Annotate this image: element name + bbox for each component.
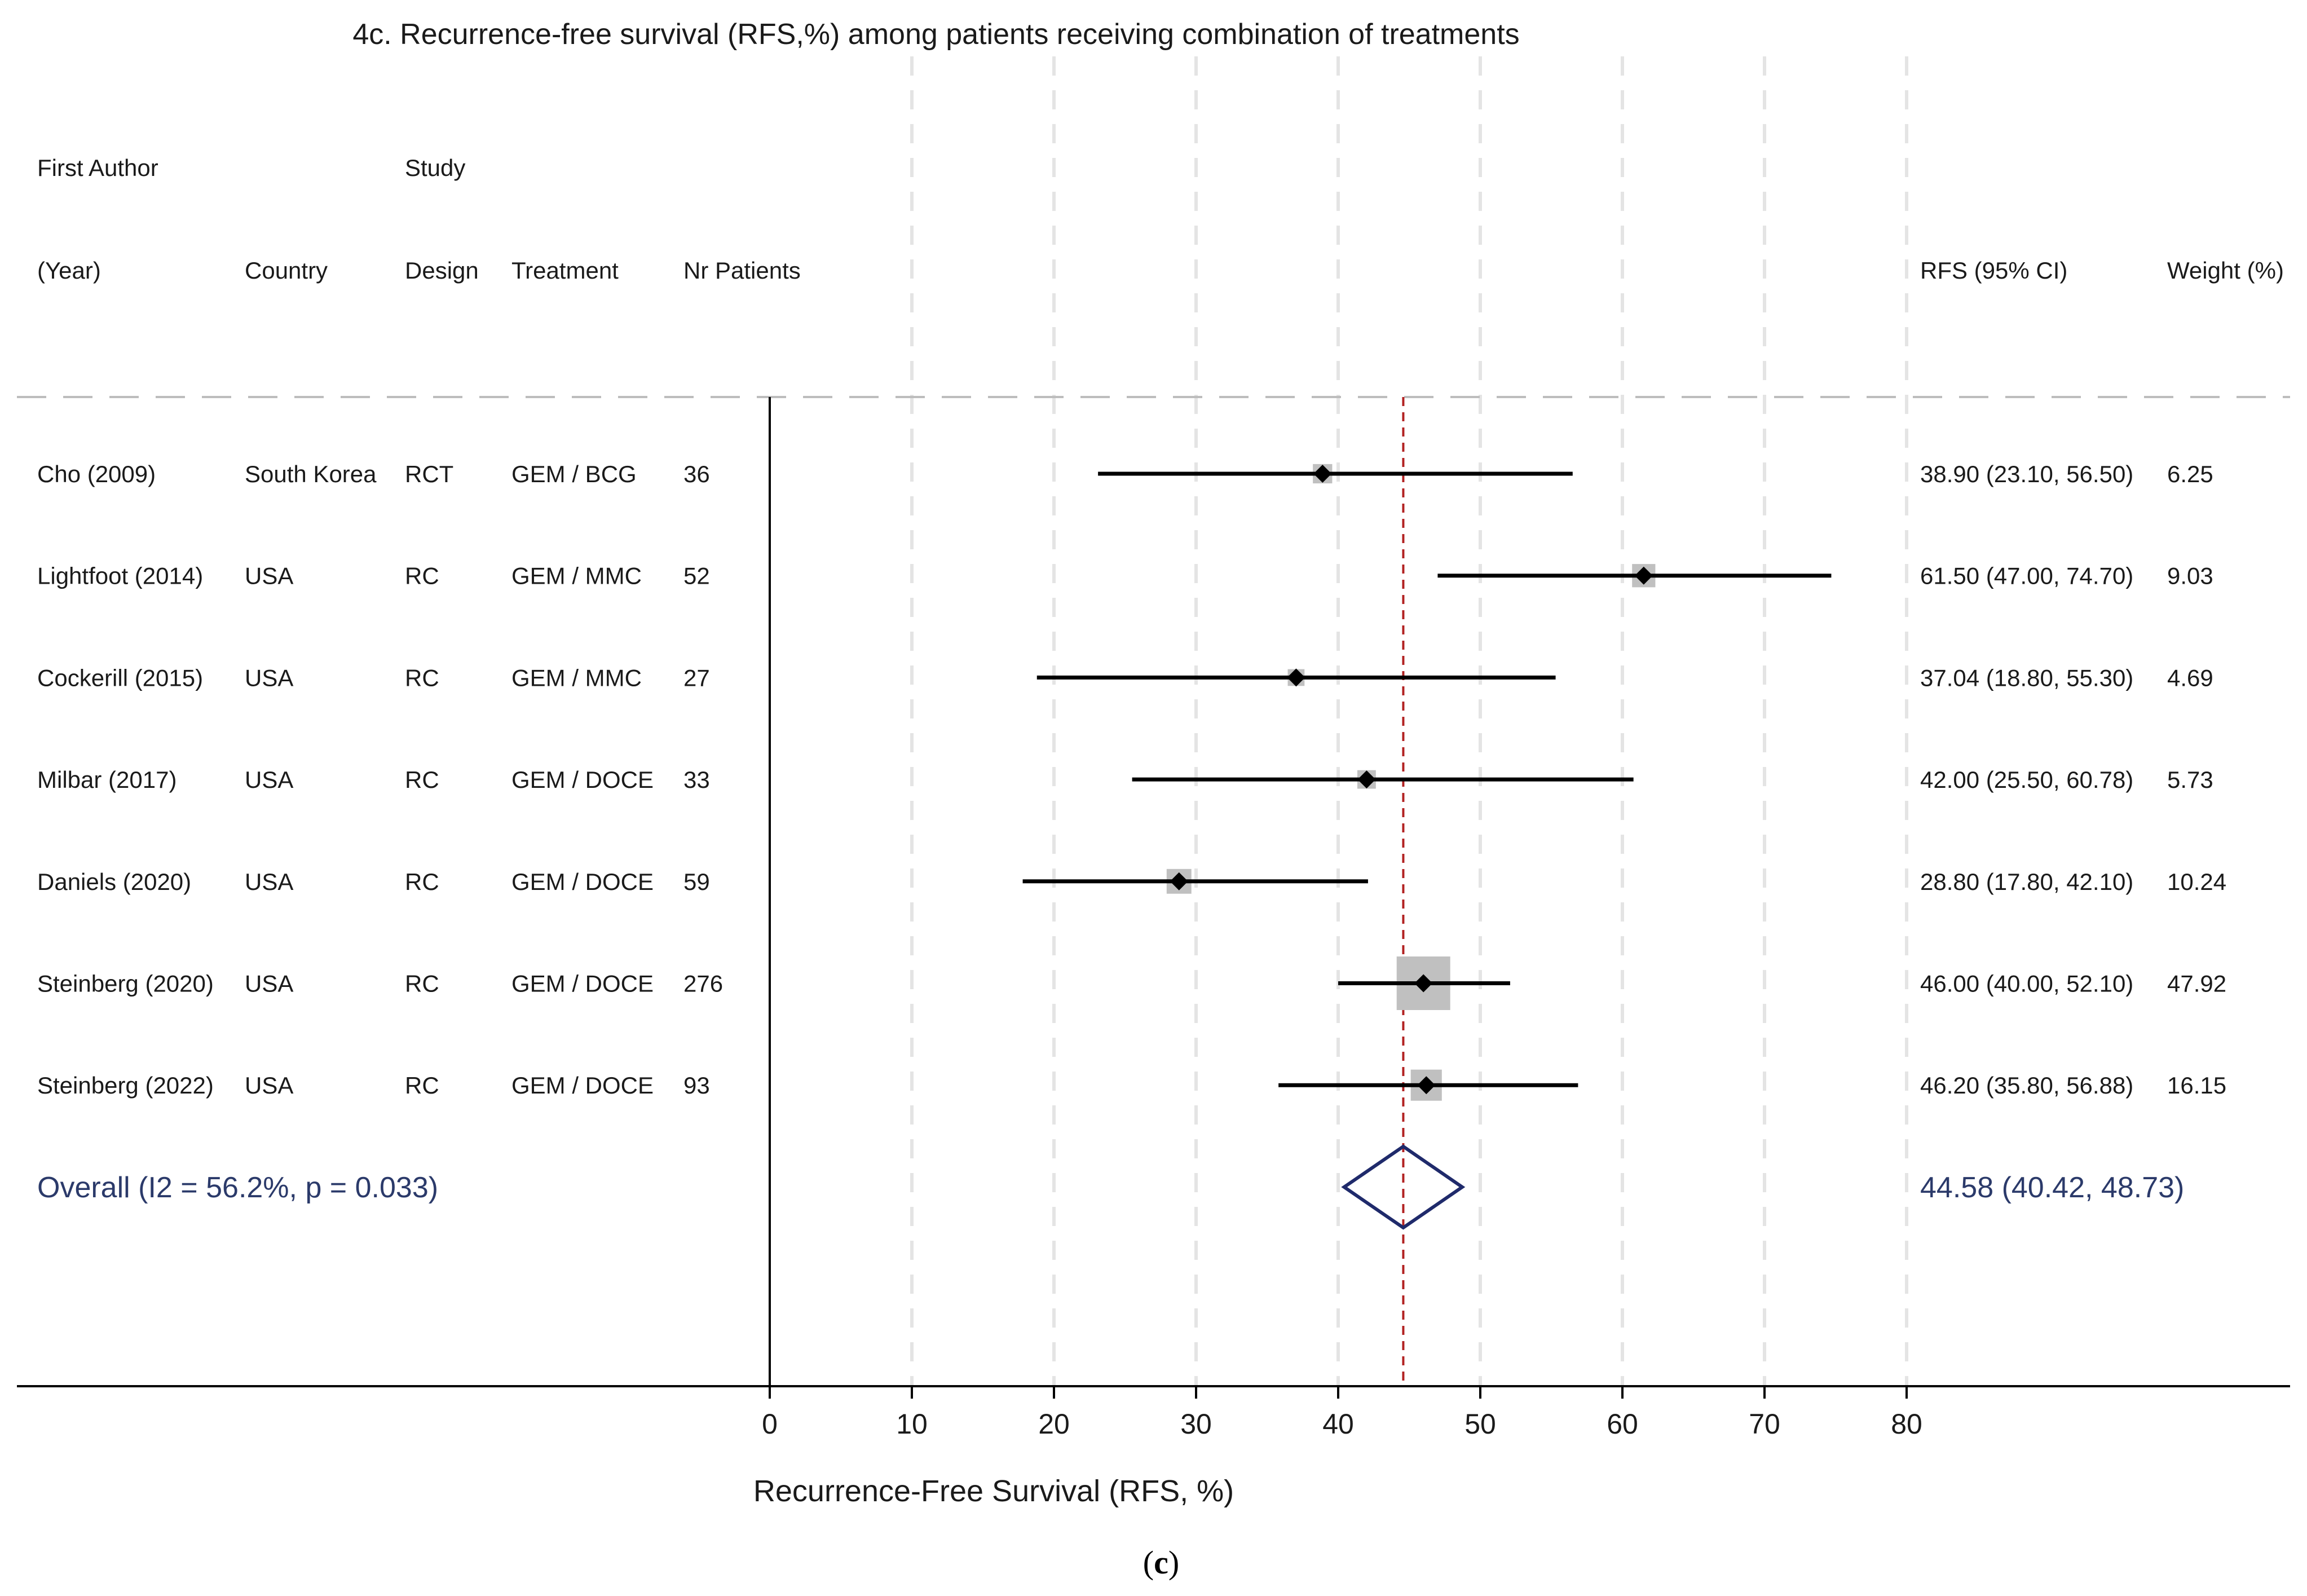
study-patients: 276 xyxy=(683,971,723,997)
marks-layer xyxy=(1022,464,1832,1230)
study-author: Milbar (2017) xyxy=(37,766,177,793)
study-treatment: GEM / DOCE xyxy=(511,1072,654,1099)
chart-title: 4c. Recurrence-free survival (RFS,%) amo… xyxy=(352,18,1519,51)
header-author-top: First Author xyxy=(37,155,158,181)
x-tick-label-40: 40 xyxy=(1322,1408,1354,1440)
header-weight: Weight (%) xyxy=(2167,257,2284,284)
study-patients: 52 xyxy=(683,563,710,589)
study-rfs-ci: 28.80 (17.80, 42.10) xyxy=(1920,868,2133,895)
point-estimate xyxy=(1357,770,1376,789)
study-rfs-ci: 46.20 (35.80, 56.88) xyxy=(1920,1072,2133,1099)
header-design-bottom: Design xyxy=(405,257,479,284)
study-country: USA xyxy=(245,1072,293,1099)
study-rfs-ci: 37.04 (18.80, 55.30) xyxy=(1920,664,2133,691)
study-author: Steinberg (2022) xyxy=(37,1072,214,1099)
study-weight: 6.25 xyxy=(2167,461,2213,487)
gridlines xyxy=(17,56,2290,1386)
study-author: Cho (2009) xyxy=(37,461,156,487)
point-estimate xyxy=(1414,974,1433,993)
study-design: RC xyxy=(405,1072,439,1099)
study-country: USA xyxy=(245,766,293,793)
text-layer: 0 10 20 30 40 50 60 70 80 Cho (2009) South Korea RC… xyxy=(37,461,2226,1440)
study-treatment: GEM / DOCE xyxy=(511,971,654,997)
study-rfs-ci: 42.00 (25.50, 60.78) xyxy=(1920,766,2133,793)
study-design: RC xyxy=(405,563,439,589)
point-estimate xyxy=(1170,872,1188,890)
study-weight: 4.69 xyxy=(2167,664,2213,691)
x-tick-label-60: 60 xyxy=(1607,1408,1638,1440)
caption-letter: c xyxy=(1154,1544,1168,1581)
study-rfs-ci: 38.90 (23.10, 56.50) xyxy=(1920,461,2133,487)
study-author: Steinberg (2020) xyxy=(37,971,214,997)
study-treatment: GEM / DOCE xyxy=(511,766,654,793)
study-treatment: GEM / MMC xyxy=(511,664,642,691)
x-tick-label-80: 80 xyxy=(1891,1408,1922,1440)
x-tick-label-50: 50 xyxy=(1465,1408,1496,1440)
study-author: Cockerill (2015) xyxy=(37,664,203,691)
study-patients: 93 xyxy=(683,1072,710,1099)
x-tick-label-10: 10 xyxy=(896,1408,928,1440)
study-country: USA xyxy=(245,971,293,997)
study-patients: 27 xyxy=(683,664,710,691)
x-tick-label-30: 30 xyxy=(1180,1408,1212,1440)
x-tick-label-0: 0 xyxy=(762,1408,778,1440)
study-rfs-ci: 46.00 (40.00, 52.10) xyxy=(1920,971,2133,997)
study-country: USA xyxy=(245,868,293,895)
x-axis-label: Recurrence-Free Survival (RFS, %) xyxy=(753,1474,1234,1508)
header-patients: Nr Patients xyxy=(683,257,801,284)
overall-diamond xyxy=(1341,1144,1466,1230)
study-weight: 5.73 xyxy=(2167,766,2213,793)
study-patients: 59 xyxy=(683,868,710,895)
overall-label: Overall (I2 = 56.2%, p = 0.033) xyxy=(37,1171,438,1204)
study-weight: 10.24 xyxy=(2167,868,2226,895)
study-treatment: GEM / MMC xyxy=(511,563,642,589)
study-country: USA xyxy=(245,563,293,589)
point-estimate xyxy=(1313,465,1332,483)
study-author: Lightfoot (2014) xyxy=(37,563,203,589)
study-treatment: GEM / BCG xyxy=(511,461,637,487)
x-tick-label-20: 20 xyxy=(1038,1408,1070,1440)
study-design: RC xyxy=(405,664,439,691)
figure-caption: (c) xyxy=(1143,1544,1179,1581)
header-design-top: Study xyxy=(405,155,465,181)
x-tick-label-70: 70 xyxy=(1749,1408,1780,1440)
study-country: South Korea xyxy=(245,461,377,487)
study-weight: 16.15 xyxy=(2167,1072,2226,1099)
header-rfs: RFS (95% CI) xyxy=(1920,257,2067,284)
study-design: RC xyxy=(405,868,439,895)
study-design: RC xyxy=(405,971,439,997)
study-patients: 36 xyxy=(683,461,710,487)
header-treatment: Treatment xyxy=(511,257,619,284)
study-patients: 33 xyxy=(683,766,710,793)
point-estimate xyxy=(1287,668,1305,687)
study-weight: 47.92 xyxy=(2167,971,2226,997)
study-author: Daniels (2020) xyxy=(37,868,191,895)
study-design: RCT xyxy=(405,461,453,487)
study-country: USA xyxy=(245,664,293,691)
overall-rfs-ci: 44.58 (40.42, 48.73) xyxy=(1920,1171,2184,1204)
point-estimate xyxy=(1634,566,1653,585)
header-author-bottom: (Year) xyxy=(37,257,101,284)
study-rfs-ci: 61.50 (47.00, 74.70) xyxy=(1920,563,2133,589)
point-estimate xyxy=(1417,1076,1436,1095)
study-design: RC xyxy=(405,766,439,793)
reference-layer xyxy=(17,397,2290,1399)
study-treatment: GEM / DOCE xyxy=(511,868,654,895)
study-weight: 9.03 xyxy=(2167,563,2213,589)
header-country: Country xyxy=(245,257,328,284)
